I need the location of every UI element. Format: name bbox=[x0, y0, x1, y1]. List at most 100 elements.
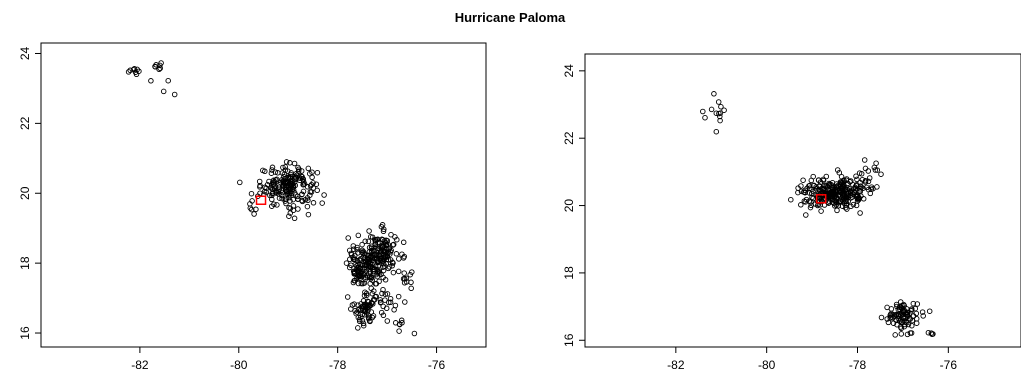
scatter-point bbox=[382, 277, 389, 283]
scatter-point bbox=[866, 175, 873, 181]
scatter-point bbox=[285, 175, 291, 181]
scatter-point bbox=[263, 185, 270, 191]
scatter-point bbox=[708, 106, 715, 113]
scatter-point bbox=[288, 184, 295, 190]
scatter-point bbox=[387, 299, 394, 306]
scatter-point bbox=[346, 247, 353, 254]
scatter-point bbox=[305, 165, 312, 172]
scatter-point bbox=[314, 169, 321, 176]
scatter-point bbox=[237, 179, 243, 186]
figure-title: Hurricane Paloma bbox=[455, 10, 566, 25]
scatter-point bbox=[395, 293, 402, 300]
scatter-point bbox=[370, 252, 377, 259]
scatter-point bbox=[354, 246, 360, 253]
scatter-point bbox=[350, 243, 357, 249]
scatter-point bbox=[359, 241, 365, 248]
scatter-point bbox=[816, 183, 823, 189]
scatter-point bbox=[914, 301, 921, 307]
scatter-point bbox=[384, 318, 391, 324]
scatter-point bbox=[366, 258, 373, 264]
scatter-point bbox=[355, 302, 361, 308]
scatter-point bbox=[898, 331, 905, 337]
scatter-point bbox=[382, 297, 388, 303]
scatter-point bbox=[370, 313, 377, 319]
scatter-point bbox=[408, 279, 414, 286]
scatter-point bbox=[384, 254, 390, 260]
scatter-point bbox=[716, 110, 722, 117]
scatter-point bbox=[895, 311, 902, 318]
scatter-point bbox=[157, 65, 163, 72]
scatter-point bbox=[269, 164, 276, 171]
scatter-point bbox=[377, 239, 383, 246]
scatter-point bbox=[853, 173, 859, 179]
scatter-point bbox=[290, 203, 297, 209]
scatter-point bbox=[369, 234, 376, 240]
x-tick-label: -80 bbox=[758, 358, 776, 372]
scatter-point bbox=[360, 322, 367, 329]
scatter-point bbox=[275, 170, 281, 176]
scatter-point bbox=[345, 235, 351, 241]
scatter-point bbox=[310, 200, 317, 206]
scatter-point bbox=[392, 302, 399, 309]
scatter-panel-left: -82 -80 -78 -76 16 18 20 22 24 bbox=[18, 42, 487, 372]
scatter-point bbox=[926, 308, 933, 314]
scatter-point bbox=[859, 176, 866, 183]
scatter-point bbox=[257, 184, 263, 190]
scatter-point bbox=[256, 178, 263, 185]
scatter-point bbox=[818, 208, 824, 214]
scatter-point bbox=[304, 203, 311, 210]
scatter-point bbox=[291, 190, 298, 196]
scatter-point bbox=[393, 251, 400, 257]
scatter-point bbox=[380, 312, 387, 319]
scatter-point bbox=[348, 262, 354, 268]
scatter-point bbox=[248, 190, 255, 197]
scatter-point bbox=[399, 251, 405, 257]
scatter-point bbox=[272, 169, 279, 175]
scatter-point bbox=[884, 304, 890, 311]
scatter-point bbox=[862, 165, 869, 172]
scatter-point bbox=[388, 231, 394, 238]
scatter-point bbox=[275, 188, 282, 195]
scatter-point bbox=[903, 312, 909, 318]
scatter-point bbox=[909, 317, 916, 324]
scatter-point bbox=[718, 103, 724, 110]
scatter-point bbox=[359, 247, 366, 254]
scatter-point bbox=[365, 238, 372, 245]
scatter-point bbox=[271, 201, 277, 207]
scatter-points bbox=[700, 91, 936, 338]
scatter-point bbox=[370, 267, 376, 273]
scatter-point bbox=[127, 67, 133, 74]
scatter-point bbox=[253, 206, 259, 213]
scatter-point bbox=[901, 302, 907, 309]
scatter-point bbox=[299, 191, 305, 197]
scatter-point bbox=[913, 315, 920, 322]
scatter-point bbox=[387, 251, 393, 257]
scatter-point bbox=[854, 198, 861, 204]
scatter-point bbox=[898, 325, 905, 332]
scatter-point bbox=[360, 303, 366, 309]
scatter-point bbox=[810, 173, 816, 180]
scatter-point bbox=[834, 207, 840, 214]
scatter-point bbox=[885, 319, 892, 326]
scatter-point bbox=[383, 305, 390, 312]
scatter-point bbox=[266, 178, 272, 185]
scatter-point bbox=[309, 174, 315, 181]
scatter-point bbox=[286, 213, 292, 219]
scatter-point bbox=[371, 288, 377, 294]
scatter-point bbox=[273, 188, 279, 195]
scatter-point bbox=[130, 66, 137, 73]
scatter-point bbox=[369, 290, 376, 297]
scatter-point bbox=[905, 321, 912, 328]
scatter-point bbox=[913, 320, 920, 326]
scatter-point bbox=[290, 207, 297, 214]
scatter-point bbox=[362, 238, 368, 245]
scatter-point bbox=[299, 198, 306, 205]
scatter-point bbox=[828, 182, 835, 188]
scatter-point bbox=[858, 171, 865, 177]
scatter-point bbox=[920, 313, 926, 319]
scatter-point bbox=[715, 99, 722, 105]
scatter-point bbox=[857, 188, 863, 195]
y-tick-label: 18 bbox=[562, 266, 576, 280]
scatter-point bbox=[287, 210, 294, 216]
